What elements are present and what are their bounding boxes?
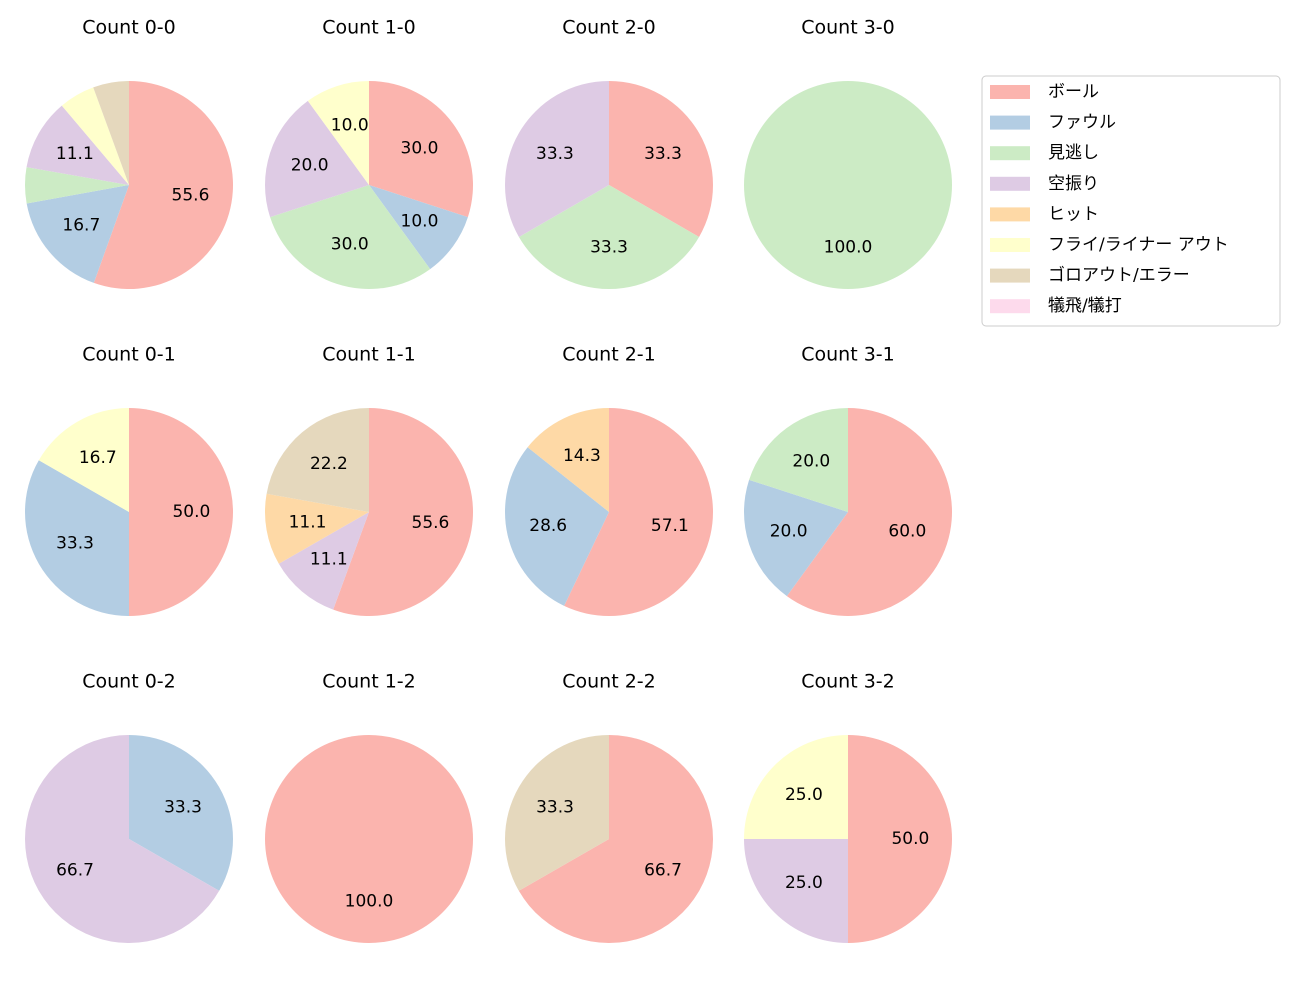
legend-label: ヒット — [1048, 204, 1099, 224]
slice-label: 33.3 — [536, 144, 574, 164]
chart-title: Count 3-0 — [801, 17, 895, 39]
pie-slice — [744, 839, 848, 943]
slice-label: 20.0 — [291, 156, 329, 176]
slice-label: 11.1 — [310, 550, 348, 570]
pie-slice — [505, 81, 609, 237]
legend-label: ゴロアウト/エラー — [1048, 265, 1190, 286]
slice-label: 25.0 — [785, 785, 823, 805]
pie-slice — [265, 100, 369, 218]
pie-slice — [26, 185, 129, 283]
pie-slice — [786, 408, 953, 617]
slice-label: 11.1 — [56, 144, 94, 164]
legend-swatch — [990, 207, 1030, 222]
slice-label: 50.0 — [891, 829, 929, 849]
pie-slice — [369, 185, 468, 270]
pie-slice — [26, 105, 130, 185]
chart-title: Count 0-1 — [82, 344, 176, 366]
slice-label: 20.0 — [792, 452, 830, 472]
slice-label: 66.7 — [56, 860, 94, 880]
pie-slice — [609, 81, 713, 237]
pie-slice — [369, 81, 473, 218]
slice-label: 16.7 — [62, 215, 100, 235]
pie-slice — [744, 735, 848, 839]
legend-label: 空振り — [1048, 174, 1099, 194]
pie-slice — [278, 512, 369, 610]
chart-title: Count 2-1 — [562, 344, 656, 366]
chart-title: Count 0-2 — [82, 671, 176, 693]
slice-label: 14.3 — [563, 446, 601, 466]
pie-slice — [504, 447, 609, 606]
slice-label: 30.0 — [401, 138, 439, 158]
chart-title: Count 2-0 — [562, 17, 656, 39]
slice-label: 100.0 — [824, 237, 873, 257]
slice-label: 10.0 — [401, 212, 439, 232]
slice-label: 10.0 — [331, 116, 369, 136]
pie-slice — [129, 408, 233, 616]
legend-swatch — [990, 238, 1030, 252]
legend-swatch — [990, 115, 1030, 130]
slice-label: 33.3 — [590, 237, 628, 257]
legend-swatch — [990, 299, 1030, 314]
slice-label: 33.3 — [56, 533, 94, 553]
slice-label: 57.1 — [651, 516, 689, 536]
legend-box — [981, 75, 1281, 327]
pie-slice — [744, 81, 952, 289]
legend-swatch — [990, 176, 1030, 191]
chart-title: Count 2-2 — [562, 671, 656, 693]
pie-slice — [307, 81, 369, 185]
slice-label: 33.3 — [164, 798, 202, 818]
slice-label: 100.0 — [345, 891, 394, 911]
slice-label: 30.0 — [331, 234, 369, 254]
slice-label: 11.1 — [289, 513, 327, 533]
pie-slice — [749, 408, 848, 512]
pie-slice — [265, 493, 369, 564]
pie-slice — [38, 408, 129, 512]
slice-label: 28.6 — [529, 516, 567, 536]
legend-swatch — [990, 85, 1030, 99]
pie-slice — [61, 87, 129, 185]
pie-slice — [527, 408, 609, 512]
legend-label: ファウル — [1048, 113, 1116, 133]
slice-label: 55.6 — [172, 186, 210, 206]
pie-slice — [93, 81, 129, 185]
chart-title: Count 1-0 — [322, 17, 416, 39]
slice-label: 66.7 — [644, 860, 682, 880]
legend-label: ボール — [1048, 82, 1099, 102]
legend-label: 犠飛/犠打 — [1048, 296, 1122, 316]
chart-title: Count 1-2 — [322, 671, 416, 693]
pie-slice — [25, 735, 220, 943]
legend-label: フライ/ライナー アウト — [1048, 235, 1229, 255]
chart-title: Count 3-2 — [801, 671, 895, 693]
slice-label: 22.2 — [310, 454, 348, 474]
chart-title: Count 3-1 — [801, 344, 895, 366]
slice-label: 55.6 — [412, 513, 450, 533]
pie-slice — [93, 81, 234, 290]
pie-slice — [504, 735, 609, 891]
slice-label: 60.0 — [888, 521, 926, 541]
pie-slice — [265, 735, 473, 943]
pie-slice — [333, 408, 474, 616]
pie-slice — [848, 735, 952, 943]
legend-swatch — [990, 268, 1030, 283]
slice-label: 33.3 — [536, 798, 574, 818]
chart-title: Count 0-0 — [82, 17, 176, 39]
pie-slice — [129, 735, 234, 891]
legend-swatch — [990, 146, 1030, 161]
slice-label: 25.0 — [785, 873, 823, 893]
pie-slice — [24, 167, 130, 204]
slice-label: 33.3 — [644, 144, 682, 164]
pie-slice — [744, 479, 848, 597]
legend-label: 見逃し — [1048, 143, 1099, 163]
slice-label: 50.0 — [172, 502, 210, 522]
pie-slice — [518, 185, 700, 290]
pie-slice — [266, 408, 369, 512]
pie-slice — [24, 460, 130, 616]
pie-slice — [518, 735, 713, 943]
slice-label: 20.0 — [770, 521, 808, 541]
pie-slice — [270, 185, 431, 289]
pie-slice — [564, 408, 713, 616]
chart-title: Count 1-1 — [322, 344, 416, 366]
slice-label: 16.7 — [79, 448, 117, 468]
